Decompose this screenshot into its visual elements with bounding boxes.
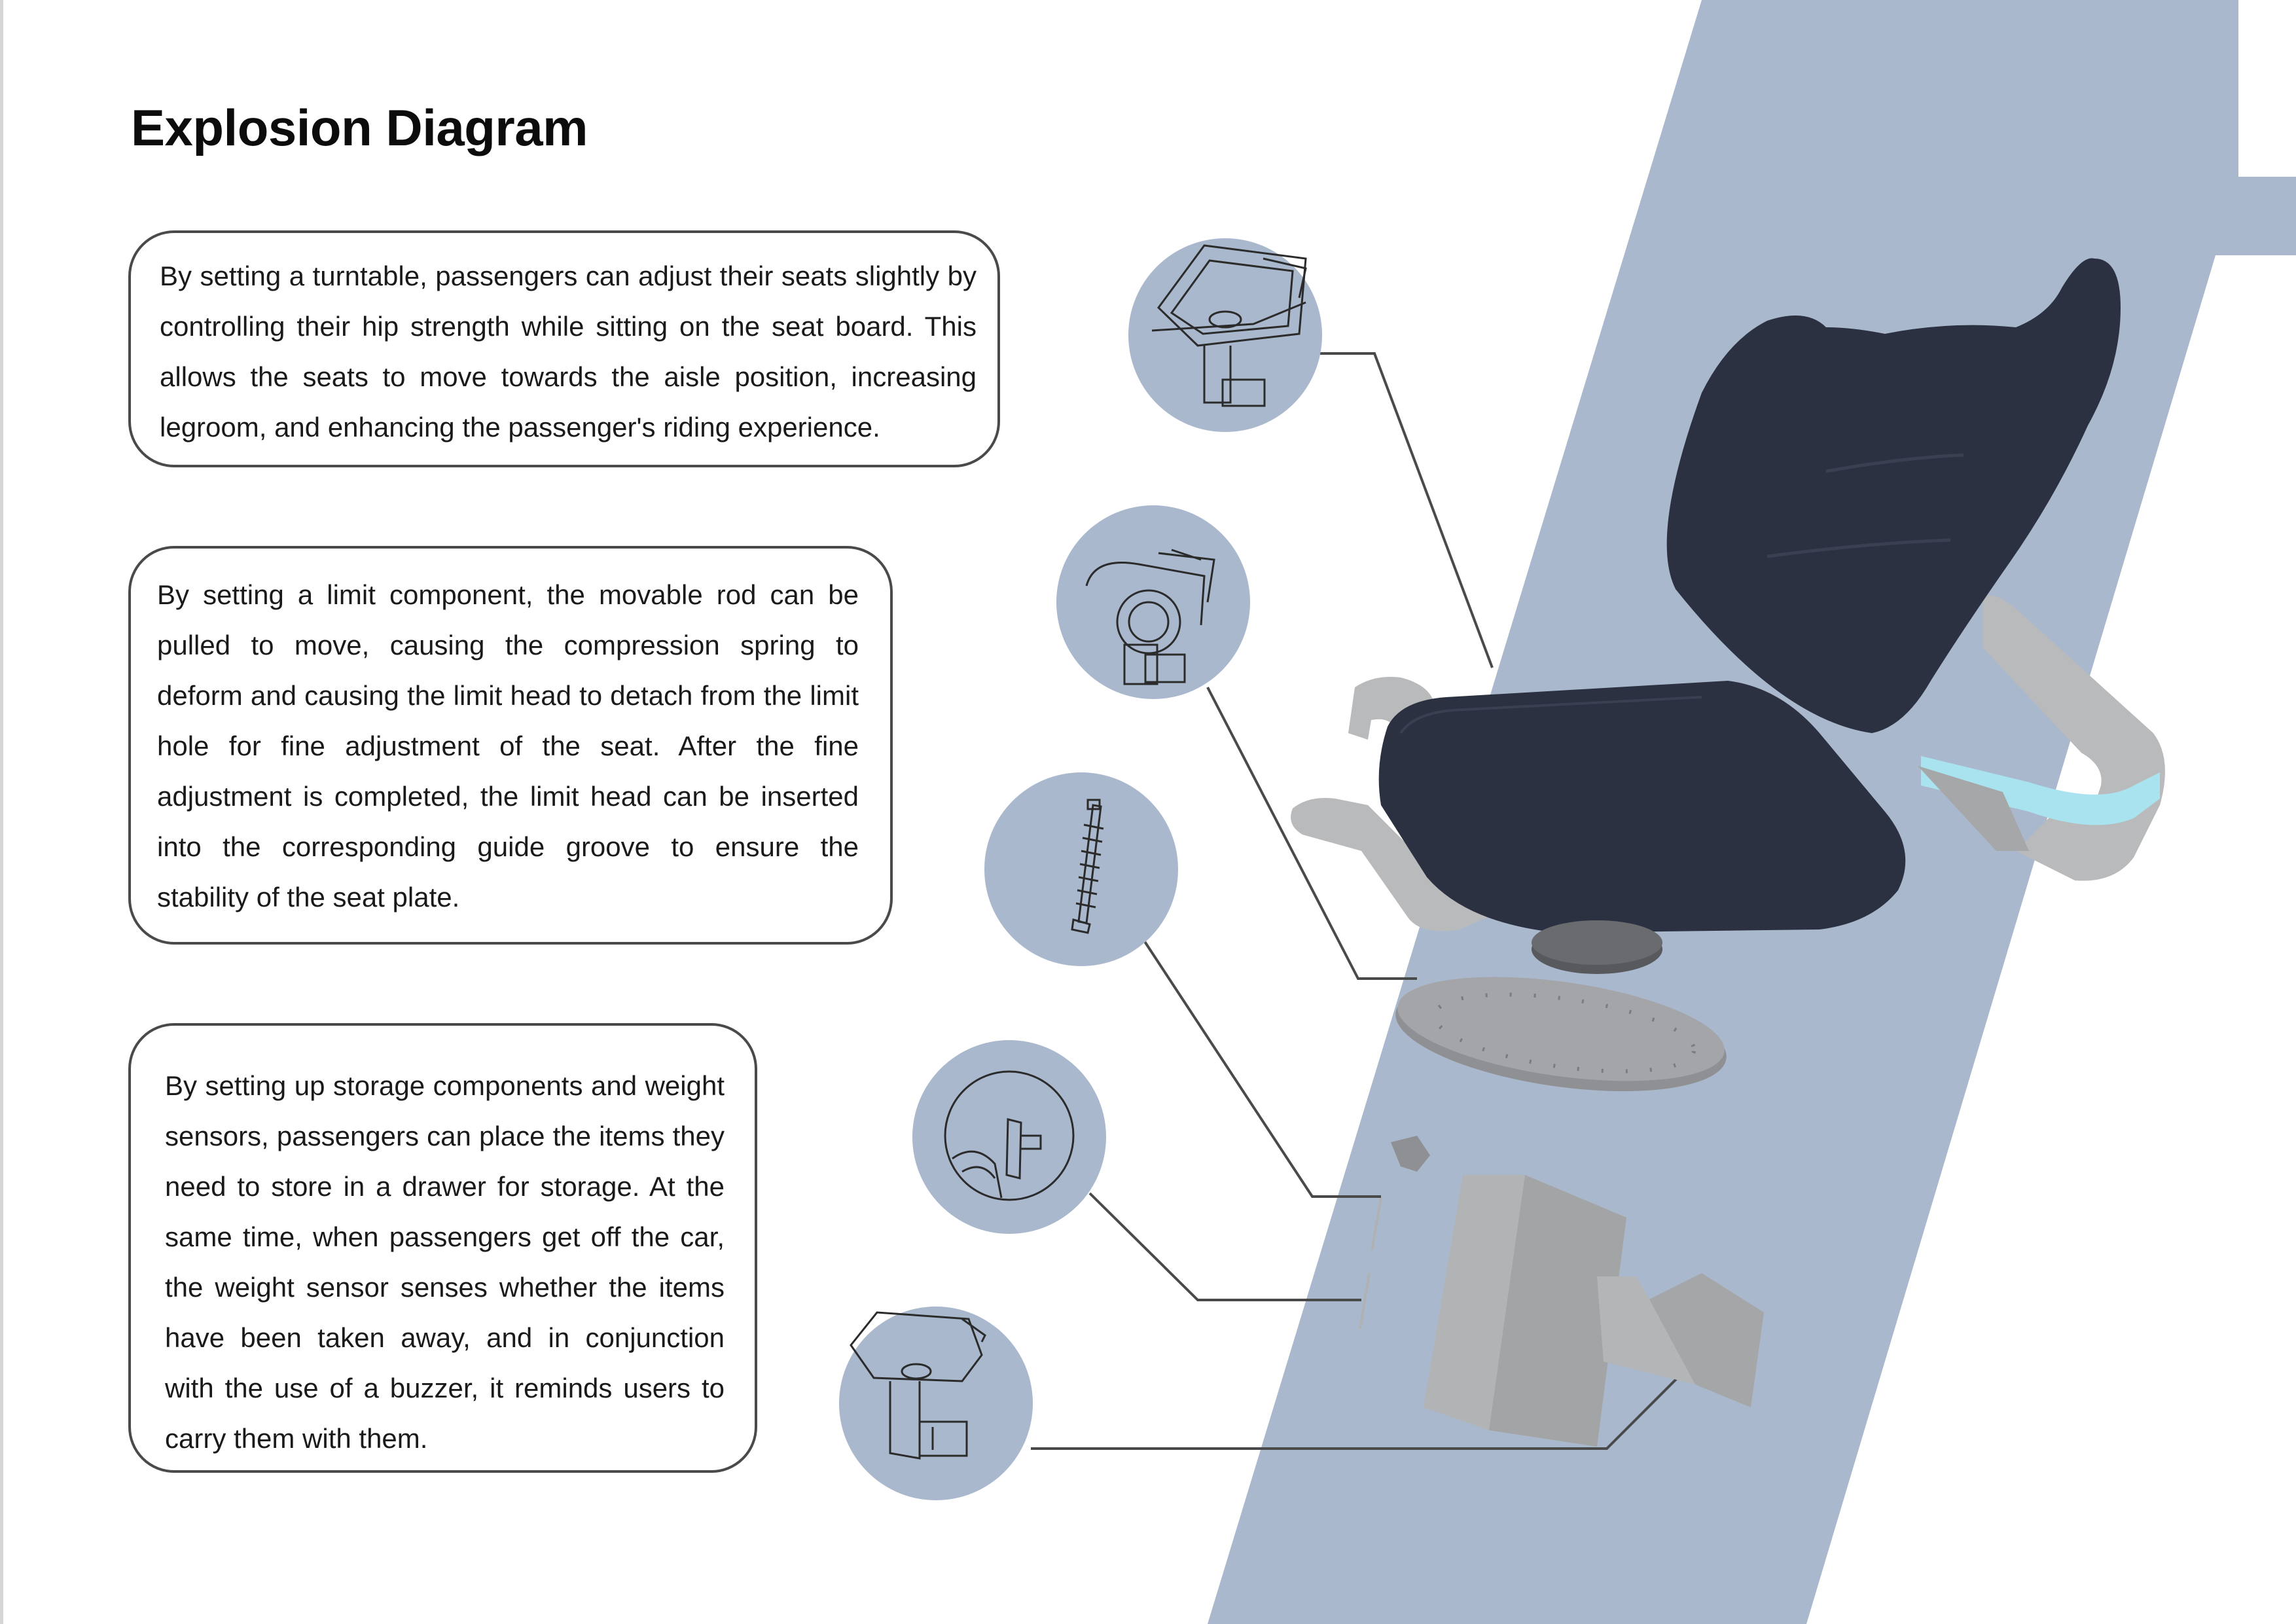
callout-limit-assembly: [1056, 505, 1250, 699]
turntable-plate: [1395, 977, 1727, 1092]
leader-line-1: [1319, 352, 1494, 668]
right-armrest: [1918, 595, 2165, 881]
limit-assembly-sketch-icon: [1085, 549, 1215, 685]
callout-spring-rod: [984, 772, 1178, 966]
limit-component-description-text: By setting a limit component, the movabl…: [157, 579, 859, 912]
storage-cabinet: [1424, 1175, 1626, 1447]
callout-guide-groove: [912, 1040, 1106, 1234]
storage-drawer-sketch-icon: [850, 1311, 986, 1460]
leader-line-3: [1143, 939, 1381, 1198]
callout-circle: [912, 1040, 1106, 1234]
leader-lines: [1031, 352, 1693, 1450]
turntable-description-text: By setting a turntable, passengers can a…: [160, 261, 977, 442]
turntable-description-box: By setting a turntable, passengers can a…: [128, 230, 1000, 467]
band-notch: [2238, 0, 2296, 177]
storage-description-box: By setting up storage components and wei…: [128, 1023, 757, 1473]
rotation-puck: [1532, 920, 1662, 974]
seat-render: [1291, 258, 2165, 1447]
limit-component-description-box: By setting a limit component, the movabl…: [128, 546, 893, 945]
page-title: Explosion Diagram: [131, 99, 588, 156]
spring-rod-sketch-icon: [1071, 799, 1104, 934]
callout-circle: [1128, 238, 1322, 432]
seat-backrest: [1666, 258, 2121, 734]
seat-board-sketch-icon: [1151, 244, 1307, 407]
leader-line-4: [1088, 1192, 1361, 1301]
page-left-edge: [0, 0, 3, 1624]
storage-description-text: By setting up storage components and wei…: [165, 1070, 725, 1454]
callout-storage-drawer: [839, 1307, 1033, 1500]
callout-circle: [839, 1307, 1033, 1500]
callout-circle: [984, 772, 1178, 966]
guide-groove-sketch-icon: [944, 1070, 1075, 1201]
callout-turntable-seat: [1128, 238, 1322, 432]
seat-cushion: [1378, 681, 1906, 933]
drawer: [1597, 1273, 1764, 1407]
leader-line-5: [1031, 1362, 1693, 1450]
limit-pin: [1359, 1136, 1430, 1329]
leader-line-2: [1206, 687, 1417, 980]
